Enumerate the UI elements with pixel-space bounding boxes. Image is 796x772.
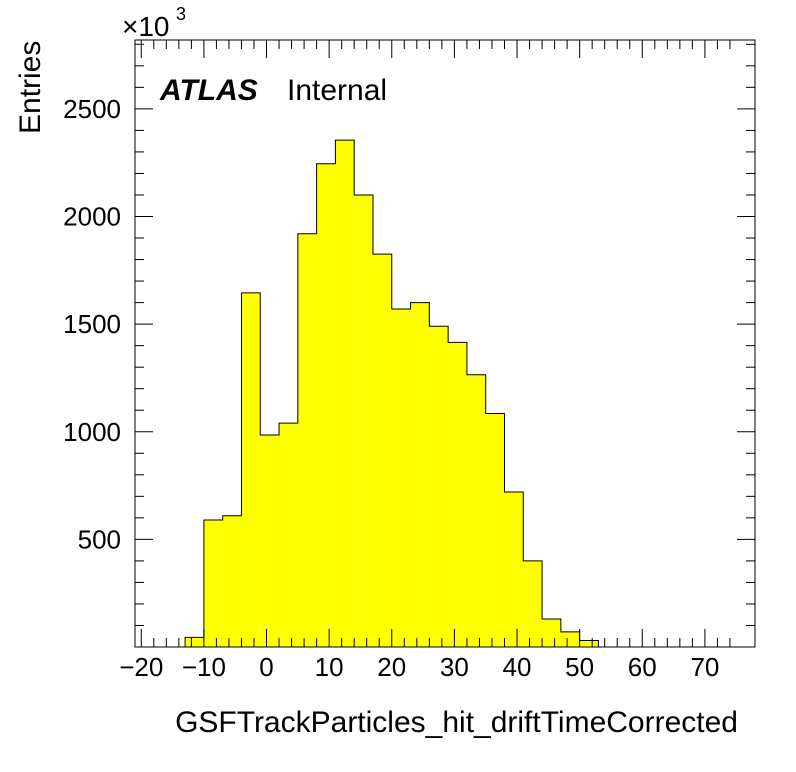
y-tick-label: 500 — [78, 524, 121, 554]
histogram-bar — [335, 140, 355, 647]
histogram-bar — [185, 637, 204, 647]
atlas-label: ATLAS — [159, 74, 258, 107]
y-multiplier: ×10 — [122, 11, 170, 42]
internal-label: Internal — [287, 74, 387, 107]
x-axis-title: GSFTrackParticles_hit_driftTimeCorrected — [175, 706, 738, 739]
x-tick-label: 40 — [503, 652, 532, 682]
histogram-bar — [485, 413, 505, 647]
x-tick-label: 70 — [690, 652, 719, 682]
histogram-bar — [391, 309, 411, 647]
y-axis-ticks — [135, 43, 755, 626]
histogram-bar — [354, 194, 373, 647]
histogram-bar — [410, 302, 430, 647]
histogram-bar — [560, 631, 580, 647]
histogram-bar — [542, 619, 561, 647]
x-tick-label: 10 — [315, 652, 344, 682]
histogram-bar — [222, 515, 242, 647]
histogram-bar — [523, 560, 543, 647]
x-tick-label: −10 — [182, 652, 226, 682]
x-tick-label: 0 — [259, 652, 273, 682]
histogram-bar — [579, 640, 599, 647]
x-tick-label: 20 — [377, 652, 406, 682]
x-tick-label: 30 — [440, 652, 469, 682]
y-tick-label: 1000 — [63, 417, 121, 447]
histogram-bar — [279, 423, 298, 647]
histogram-bar — [372, 254, 392, 647]
y-tick-label: 2000 — [63, 202, 121, 232]
histogram-outline — [166, 139, 749, 648]
histogram-bar — [297, 233, 317, 648]
x-axis-ticks — [140, 40, 731, 647]
histogram-bar — [466, 374, 486, 647]
histogram-bars — [166, 139, 749, 648]
x-tick-label: 60 — [628, 652, 657, 682]
y-tick-label: 2500 — [63, 94, 121, 124]
histogram-bar — [316, 163, 336, 647]
y-multiplier-exponent: 3 — [176, 4, 186, 24]
histogram-bar — [260, 434, 280, 647]
x-tick-labels: −20 −10 0 10 20 30 40 50 60 70 — [119, 652, 719, 682]
y-tick-labels: 500 1000 1500 2000 2500 — [63, 94, 121, 554]
plot-frame — [134, 39, 756, 648]
x-tick-label: 50 — [565, 652, 594, 682]
histogram-bar — [504, 492, 524, 647]
y-tick-label: 1500 — [63, 309, 121, 339]
histogram-bar — [241, 292, 261, 647]
histogram-bar — [203, 520, 223, 647]
x-tick-label: −20 — [119, 652, 163, 682]
y-axis-title: Entries — [14, 41, 47, 134]
histogram-bar — [429, 326, 449, 647]
histogram-bar — [448, 342, 467, 647]
